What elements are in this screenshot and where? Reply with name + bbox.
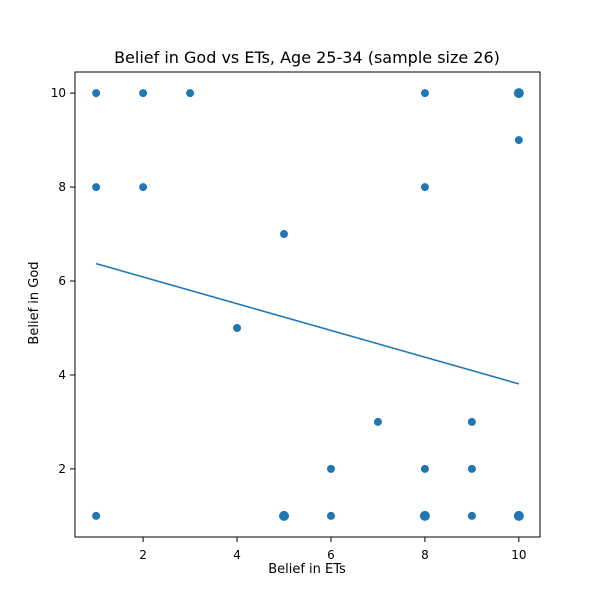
y-tick-label: 6 (58, 274, 66, 288)
scatter-point (514, 136, 523, 145)
scatter-point (467, 417, 476, 426)
y-axis-label: Belief in God (27, 261, 42, 344)
scatter-point (420, 464, 429, 473)
scatter-point (139, 89, 148, 98)
plot-frame (74, 71, 541, 538)
chart-title: Belief in God vs ETs, Age 25-34 (sample … (114, 48, 500, 67)
scatter-point (467, 464, 476, 473)
scatter-point (326, 511, 335, 520)
scatter-point (326, 464, 335, 473)
scatter-point (92, 89, 101, 98)
y-tick-label: 10 (51, 86, 66, 100)
x-tick-label: 6 (327, 548, 335, 562)
scatter-point (513, 88, 524, 99)
x-tick-label: 10 (511, 548, 526, 562)
scatter-point (233, 323, 242, 332)
scatter-point (139, 183, 148, 192)
scatter-point (279, 510, 290, 521)
scatter-point (92, 511, 101, 520)
scatter-point (186, 89, 195, 98)
plot-area: 2 4 6 8 10 2 4 6 8 10 (51, 71, 541, 562)
scatter-point (467, 511, 476, 520)
y-axis: 2 4 6 8 10 (51, 86, 75, 476)
x-axis: 2 4 6 8 10 (139, 537, 527, 562)
x-tick-label: 4 (233, 548, 241, 562)
x-tick-label: 8 (421, 548, 429, 562)
scatter-point (92, 183, 101, 192)
scatter-point (419, 510, 430, 521)
x-axis-label: Belief in ETs (268, 562, 346, 577)
y-tick-label: 4 (58, 368, 66, 382)
x-tick-label: 2 (139, 548, 147, 562)
scatter-point (513, 510, 524, 521)
scatter-point (420, 183, 429, 192)
trendline-group (95, 262, 520, 385)
scatter-point (420, 89, 429, 98)
scatter-point (280, 230, 289, 239)
scatter-point (373, 417, 382, 426)
trendline (95, 262, 520, 385)
y-tick-label: 2 (58, 462, 66, 476)
y-tick-label: 8 (58, 180, 66, 194)
scatter-points (92, 88, 524, 521)
